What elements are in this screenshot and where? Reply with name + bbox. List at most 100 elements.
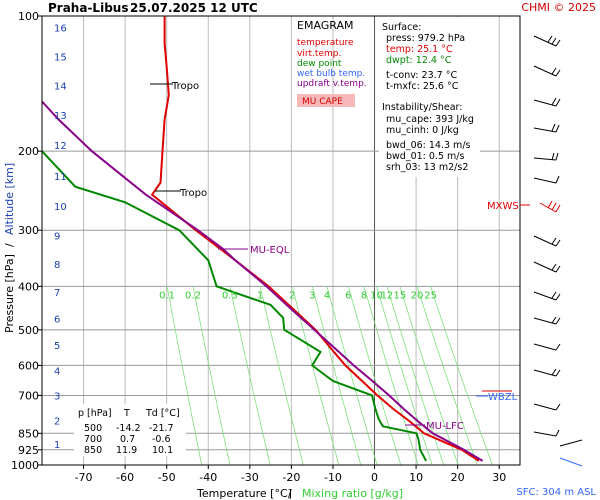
- altitude-tick-label: 14: [54, 82, 67, 93]
- surface-title: Surface:: [382, 22, 421, 33]
- altitude-tick-label: 12: [54, 141, 67, 152]
- mixing-ratio-label: 0.5: [222, 290, 238, 301]
- altitude-tick-label: 11: [54, 172, 67, 183]
- level-table: p [hPa] T Td [°C] 500 -14.2 -21.7 700 0.…: [74, 404, 186, 456]
- surface-press: press: 979.2 hPa: [386, 33, 465, 44]
- wind-barb: [539, 200, 561, 213]
- x-axis-title-mixing: Mixing ratio [g/kg]: [302, 487, 403, 500]
- info-panel: Surface: press: 979.2 hPa temp: 25.1 °C …: [379, 17, 480, 177]
- x-axis-title: Temperature [°C]: [196, 487, 292, 500]
- plot-frame: [41, 15, 521, 466]
- y-tick-label: 500: [18, 324, 39, 337]
- sounding-series: [41, 16, 484, 462]
- mu-cinh-value: mu_cinh: 0 J/kg: [386, 125, 459, 136]
- altitude-axis: 16 15 14 13 12 11 10 9 8 7 6 5 4 3 2 1: [54, 23, 67, 451]
- altitude-tick-label: 13: [54, 111, 67, 122]
- table-cell: -21.7: [149, 423, 174, 434]
- mixing-ratio-label: 15: [394, 290, 407, 301]
- sounding-datetime: 25.07.2025 12 UTC: [130, 1, 258, 15]
- wind-barb: [533, 235, 561, 247]
- legend-dew-point: dew point: [297, 59, 342, 69]
- wind-barb: [533, 403, 561, 411]
- wind-barb: [559, 457, 583, 467]
- table-cell: 0.7: [120, 434, 135, 445]
- mixing-ratio-line: [347, 286, 402, 466]
- x-tick-label: -30: [241, 471, 259, 484]
- mixing-ratio-line: [376, 286, 433, 466]
- mu-eql-label: MU-EQL: [250, 245, 290, 256]
- x-tick-label: -50: [158, 471, 176, 484]
- x-tick-label: -20: [282, 471, 300, 484]
- y-tick-label: 700: [18, 389, 39, 402]
- y-tick-label: 200: [18, 145, 39, 158]
- level-table-bg: [74, 404, 186, 456]
- temperature-axis: -70 -60 -50 -40 -30 -20 -10 0 10 20 30: [75, 465, 506, 484]
- legend-temperature: temperature: [297, 38, 354, 48]
- mixing-ratio-line: [326, 286, 378, 466]
- srh03-value: srh_03: 13 m2/s2: [386, 162, 468, 173]
- level-markers: Tropo Tropo MU-EQL MU-LFC WBZL MXWS: [150, 81, 530, 432]
- table-cell: 10.1: [152, 445, 173, 456]
- mixing-ratio-line: [192, 286, 231, 466]
- altitude-tick-label: 6: [54, 315, 60, 326]
- mixing-ratio-line: [399, 286, 459, 466]
- altitude-tick-label: 3: [54, 392, 60, 403]
- x-tick-label: -10: [324, 471, 342, 484]
- mixing-ratio-label: 25: [424, 290, 437, 301]
- x-tick-label: -40: [199, 471, 217, 484]
- wbzl-label: WBZL: [488, 392, 518, 403]
- mixing-ratio-line: [430, 286, 493, 466]
- altitude-tick-label: 1: [54, 440, 60, 451]
- surface-tconv: t-conv: 23.7 °C: [386, 70, 457, 81]
- mixing-ratio-label: 10: [370, 290, 383, 301]
- y-tick-label: 600: [18, 359, 39, 372]
- wind-barb: [533, 152, 559, 161]
- y-axis-title: Pressure [hPa]: [3, 254, 16, 333]
- tropo-label-upper: Tropo: [171, 81, 199, 92]
- mixing-ratio-line: [259, 286, 304, 466]
- table-cell: -14.2: [116, 423, 141, 434]
- mixing-ratio-line: [291, 286, 340, 466]
- mixing-ratio-line: [229, 286, 271, 466]
- x-tick-label: -60: [116, 471, 134, 484]
- table-header-td: Td [°C]: [145, 408, 180, 419]
- wind-barb: [533, 35, 561, 47]
- bwd01-value: bwd_01: 0.5 m/s: [386, 151, 464, 162]
- surface-elevation: SFC: 304 m ASL: [516, 487, 596, 498]
- y-tick-label: 850: [18, 427, 39, 440]
- series-line-dew-point: [41, 150, 427, 462]
- mixing-ratio-line: [166, 286, 203, 466]
- y-axis-title-separator: /: [3, 243, 16, 247]
- y-tick-label: 925: [18, 444, 39, 457]
- wind-barbs: [533, 35, 583, 467]
- x-tick-label: 30: [492, 471, 506, 484]
- altitude-tick-label: 8: [54, 260, 60, 271]
- info-panel-bg: [379, 17, 480, 177]
- bwd06-value: bwd_06: 14.3 m/s: [386, 140, 471, 151]
- mixing-ratio-label: 12: [381, 290, 394, 301]
- y-axis-title-altitude: Altitude [km]: [3, 163, 16, 235]
- mixing-ratio-label: 0.1: [159, 290, 175, 301]
- altitude-tick-label: 10: [54, 202, 67, 213]
- tropo-label-lower: Tropo: [179, 188, 207, 199]
- mixing-ratio-line: [311, 286, 362, 466]
- wind-barb: [533, 65, 561, 77]
- altitude-tick-label: 16: [54, 23, 67, 34]
- altitude-tick-label: 7: [54, 288, 60, 299]
- wind-barb: [533, 123, 560, 133]
- mixing-ratio-label: 8: [361, 290, 367, 301]
- mixing-ratio-line: [386, 286, 445, 466]
- wind-barb: [533, 291, 561, 301]
- pressure-axis: 100 200 300 400 500 600 700 850 925 1000: [11, 10, 42, 472]
- mixing-ratio-line: [416, 286, 478, 466]
- legend: EMAGRAM temperature virt.temp. dew point…: [297, 19, 367, 107]
- y-tick-label: 400: [18, 280, 39, 293]
- mixing-ratio-label: 20: [411, 290, 424, 301]
- mixing-ratio-line: [363, 286, 419, 466]
- x-tick-label: 0: [371, 471, 378, 484]
- altitude-tick-label: 5: [54, 341, 60, 352]
- wind-barb: [533, 261, 561, 273]
- x-tick-label: 20: [451, 471, 465, 484]
